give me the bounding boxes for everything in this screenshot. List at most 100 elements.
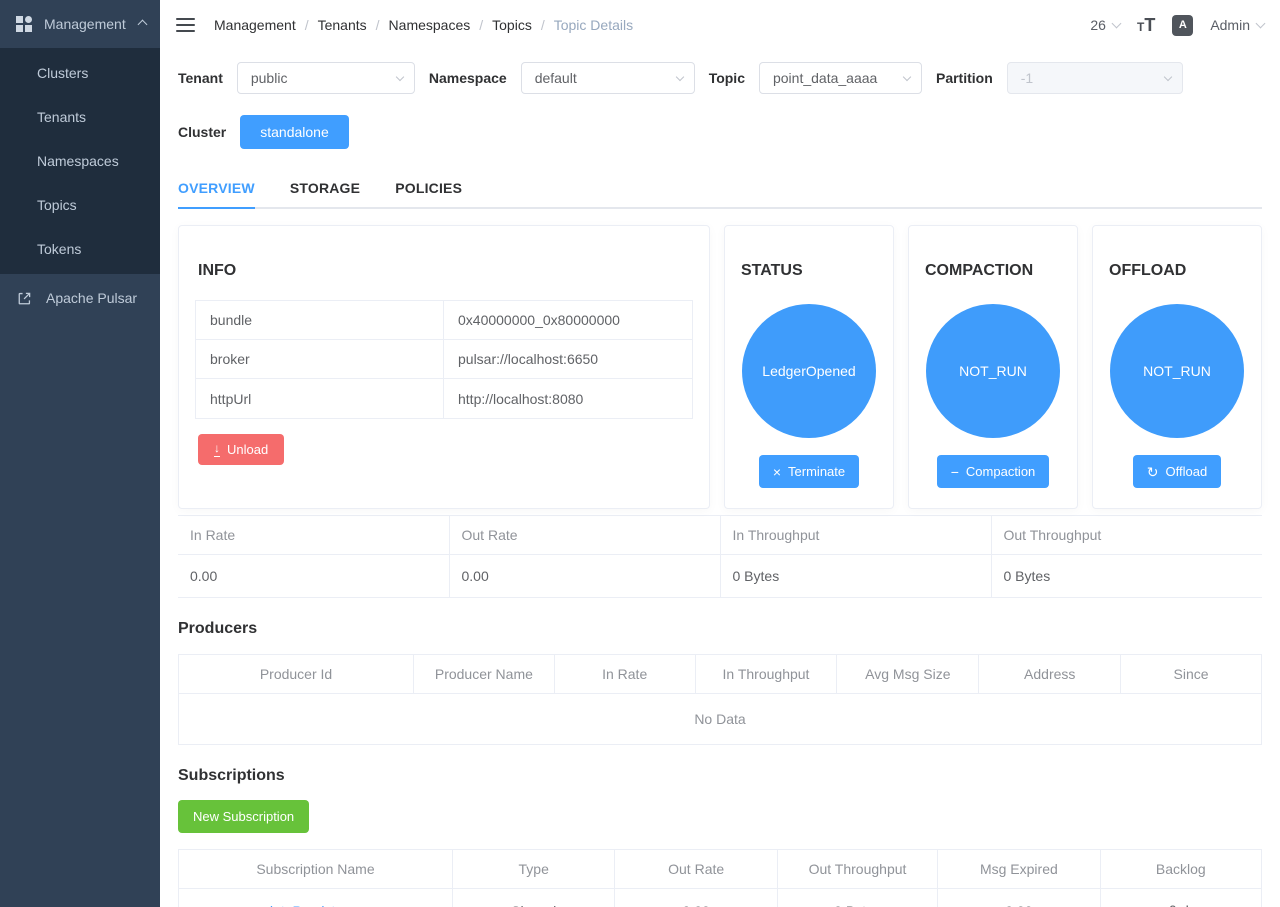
font-size-icon[interactable]: TT — [1136, 14, 1156, 35]
unload-button[interactable]: ↓ Unload — [198, 434, 285, 465]
user-dropdown[interactable]: Admin — [1210, 17, 1266, 33]
column-header: Out Rate — [449, 515, 721, 555]
table-row: bundle 0x40000000_0x80000000 — [196, 301, 692, 340]
info-value: 0x40000000_0x80000000 — [458, 312, 620, 328]
info-table: bundle 0x40000000_0x80000000 broker puls… — [195, 300, 693, 419]
partition-select: -1 — [1006, 62, 1183, 94]
tab-storage[interactable]: STORAGE — [289, 180, 361, 196]
external-link-label: Apache Pulsar — [46, 290, 138, 306]
status-state-circle: LedgerOpened — [742, 304, 876, 438]
table-row: httpUrl http://localhost:8080 — [196, 379, 692, 418]
chevron-down-icon — [1163, 72, 1173, 82]
kebab-menu-icon[interactable]: ⋮ — [1181, 903, 1194, 907]
producers-table: Producer Id Producer Name In Rate In Thr… — [178, 654, 1262, 745]
breadcrumb-separator: / — [375, 17, 380, 33]
column-header: In Rate — [554, 654, 696, 694]
offload-card-title: OFFLOAD — [1109, 262, 1187, 279]
breadcrumb-management[interactable]: Management — [214, 17, 296, 33]
info-key: httpUrl — [196, 379, 444, 418]
info-value: http://localhost:8080 — [458, 390, 584, 407]
sidebar: Management Clusters Tenants Namespaces T… — [0, 0, 160, 907]
navbar-right-controls: 26 TT A Admin — [1090, 14, 1266, 36]
tab-policies[interactable]: POLICIES — [395, 180, 463, 196]
minus-icon: − — [950, 463, 959, 480]
top-navbar: Management / Tenants / Namespaces / Topi… — [160, 0, 1280, 50]
breadcrumb: Management / Tenants / Namespaces / Topi… — [214, 17, 633, 33]
subscription-out-rate: 0.00 — [614, 888, 778, 907]
close-icon: × — [772, 463, 782, 480]
sidebar-item-tokens[interactable]: Tokens — [37, 241, 82, 257]
breadcrumb-tenants[interactable]: Tenants — [317, 17, 367, 33]
subscription-type: Shared — [452, 888, 616, 907]
tenant-label: Tenant — [178, 70, 223, 86]
tab-overview[interactable]: OVERVIEW — [178, 173, 255, 209]
topic-select[interactable]: point_data_aaaa — [758, 62, 922, 94]
breadcrumb-separator: / — [304, 17, 309, 33]
external-link-icon — [18, 292, 31, 304]
rates-table: In Rate Out Rate In Throughput Out Throu… — [178, 515, 1262, 598]
sidebar-menu-management[interactable]: Management — [0, 0, 160, 48]
subscription-out-throughput: 0 Bytes — [777, 888, 939, 907]
column-header: Backlog — [1100, 849, 1262, 889]
compaction-card: COMPACTION NOT_RUN − Compaction — [908, 225, 1078, 509]
sidebar-item-tenants[interactable]: Tenants — [37, 109, 87, 125]
page-size-value: 26 — [1090, 17, 1106, 33]
page-content: Tenant public Namespace default Topic po… — [160, 50, 1280, 907]
no-data-text: No Data — [694, 711, 746, 727]
column-header: Out Throughput — [991, 515, 1262, 555]
column-header: Avg Msg Size — [836, 654, 980, 694]
column-header: Address — [978, 654, 1122, 694]
sidebar-item-topics[interactable]: Topics — [37, 197, 77, 213]
language-icon[interactable]: A — [1172, 14, 1194, 36]
offload-state-circle: NOT_RUN — [1110, 304, 1244, 438]
compaction-button[interactable]: − Compaction — [936, 455, 1050, 488]
new-subscription-button[interactable]: New Subscription — [178, 800, 310, 833]
sidebar-item-apache-pulsar[interactable]: Apache Pulsar — [0, 274, 160, 322]
main-area: Management / Tenants / Namespaces / Topi… — [160, 0, 1280, 907]
offload-button[interactable]: ↻ Offload — [1132, 455, 1222, 488]
table-row: 0.00 0.00 0 Bytes 0 Bytes — [178, 554, 1262, 598]
breadcrumb-topics[interactable]: Topics — [492, 17, 532, 33]
terminate-button[interactable]: × Terminate — [758, 455, 860, 488]
producers-title: Producers — [178, 620, 258, 637]
hamburger-icon[interactable] — [176, 17, 195, 33]
in-throughput-value: 0 Bytes — [720, 554, 992, 598]
sidebar-item-clusters[interactable]: Clusters — [37, 65, 89, 81]
info-key: bundle — [196, 301, 444, 339]
cluster-row: Cluster standalone — [178, 115, 1262, 149]
tenant-select[interactable]: public — [236, 62, 415, 94]
table-row: dataPersistence Shared 0.00 0 Bytes 0.00… — [178, 888, 1262, 907]
chevron-down-icon — [675, 72, 684, 82]
column-header: Type — [452, 849, 616, 889]
column-header: Out Throughput — [777, 849, 939, 889]
subscription-name-link[interactable]: dataPersistence — [265, 903, 365, 907]
info-key: broker — [196, 340, 444, 378]
chevron-down-icon — [395, 72, 405, 82]
out-throughput-value: 0 Bytes — [1003, 568, 1051, 584]
table-row: broker pulsar://localhost:6650 — [196, 340, 692, 379]
compaction-state-circle: NOT_RUN — [926, 304, 1060, 438]
column-header: In Throughput — [720, 515, 992, 555]
namespace-select[interactable]: default — [520, 62, 695, 94]
breadcrumb-namespaces[interactable]: Namespaces — [388, 17, 471, 33]
chevron-down-icon — [1255, 18, 1266, 29]
refresh-icon: ↻ — [1146, 463, 1159, 480]
sidebar-item-namespaces[interactable]: Namespaces — [37, 153, 119, 169]
status-card: STATUS LedgerOpened × Terminate — [724, 225, 894, 509]
cluster-label: Cluster — [178, 124, 227, 140]
breadcrumb-topic-details: Topic Details — [553, 17, 634, 33]
cluster-standalone-button[interactable]: standalone — [240, 115, 349, 149]
overview-cards: INFO bundle 0x40000000_0x80000000 broker… — [178, 225, 1262, 509]
topic-filters: Tenant public Namespace default Topic po… — [178, 62, 1262, 94]
out-rate-value: 0.00 — [449, 554, 721, 598]
subscription-backlog: 0 — [1169, 902, 1177, 907]
column-header: Subscription Name — [178, 849, 453, 889]
subscription-msg-expired: 0.00 — [937, 888, 1101, 907]
page-size-dropdown[interactable]: 26 — [1090, 17, 1122, 33]
in-rate-value: 0.00 — [178, 554, 450, 598]
sidebar-submenu: Clusters Tenants Namespaces Topics Token… — [0, 48, 160, 274]
breadcrumb-separator: / — [479, 17, 484, 33]
sidebar-menu-label: Management — [44, 16, 126, 32]
column-header: Msg Expired — [937, 849, 1101, 889]
offload-card: OFFLOAD NOT_RUN ↻ Offload — [1092, 225, 1262, 509]
